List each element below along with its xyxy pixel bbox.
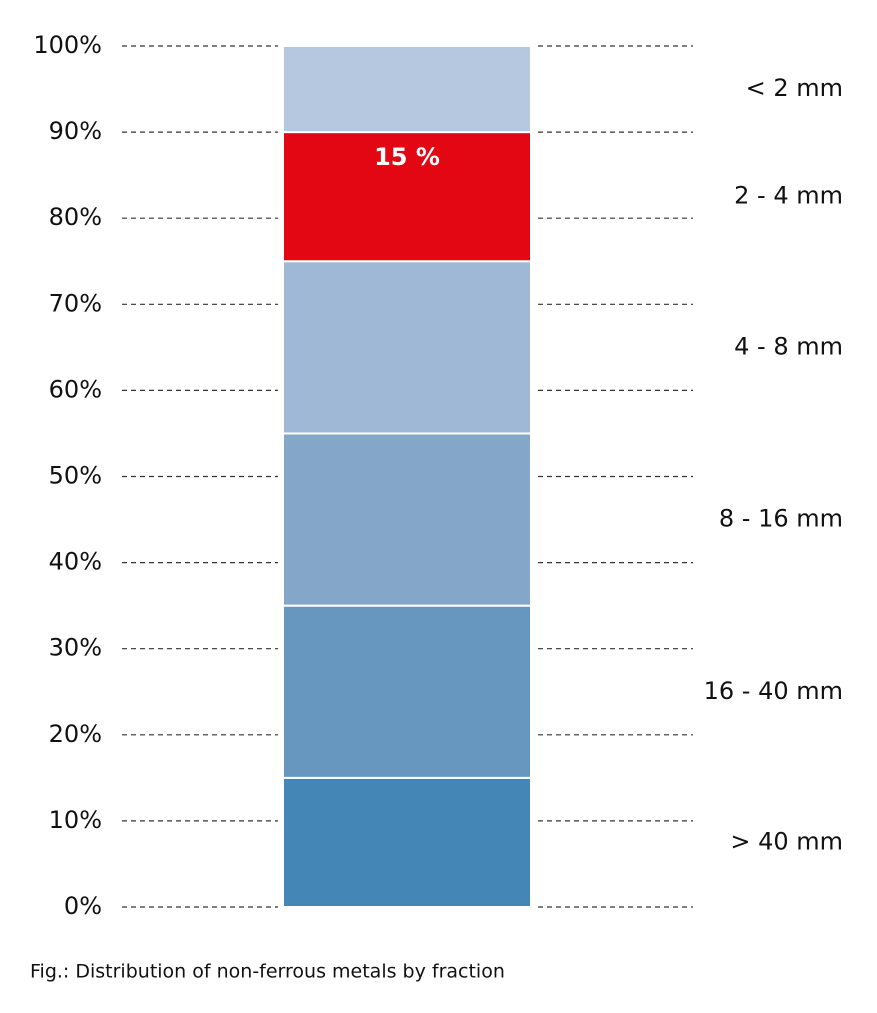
legend-label: 16 - 40 mm xyxy=(704,677,843,705)
y-tick-label: 100% xyxy=(33,31,102,59)
y-tick-label: 40% xyxy=(49,548,102,576)
bar-segment xyxy=(282,260,532,435)
bar-segment xyxy=(282,604,532,779)
y-tick-label: 70% xyxy=(49,289,102,317)
y-tick-label: 30% xyxy=(49,634,102,662)
legend-label: > 40 mm xyxy=(730,827,843,855)
bar-segment xyxy=(282,776,532,908)
legend-label: 4 - 8 mm xyxy=(734,332,843,360)
y-tick-label: 90% xyxy=(49,117,102,145)
y-tick-label: 50% xyxy=(49,462,102,490)
y-tick-label: 80% xyxy=(49,203,102,231)
legend-label: 2 - 4 mm xyxy=(734,182,843,210)
bar-segment xyxy=(282,432,532,607)
y-tick-label: 60% xyxy=(49,375,102,403)
y-tick-label: 0% xyxy=(64,892,102,920)
bar-segment xyxy=(282,45,532,134)
value-label: 15 % xyxy=(374,143,440,171)
legend-label: 8 - 16 mm xyxy=(719,505,843,533)
y-tick-label: 20% xyxy=(49,720,102,748)
legend-label: < 2 mm xyxy=(746,74,843,102)
y-tick-label: 10% xyxy=(49,806,102,834)
caption: Fig.: Distribution of non-ferrous metals… xyxy=(30,961,505,983)
